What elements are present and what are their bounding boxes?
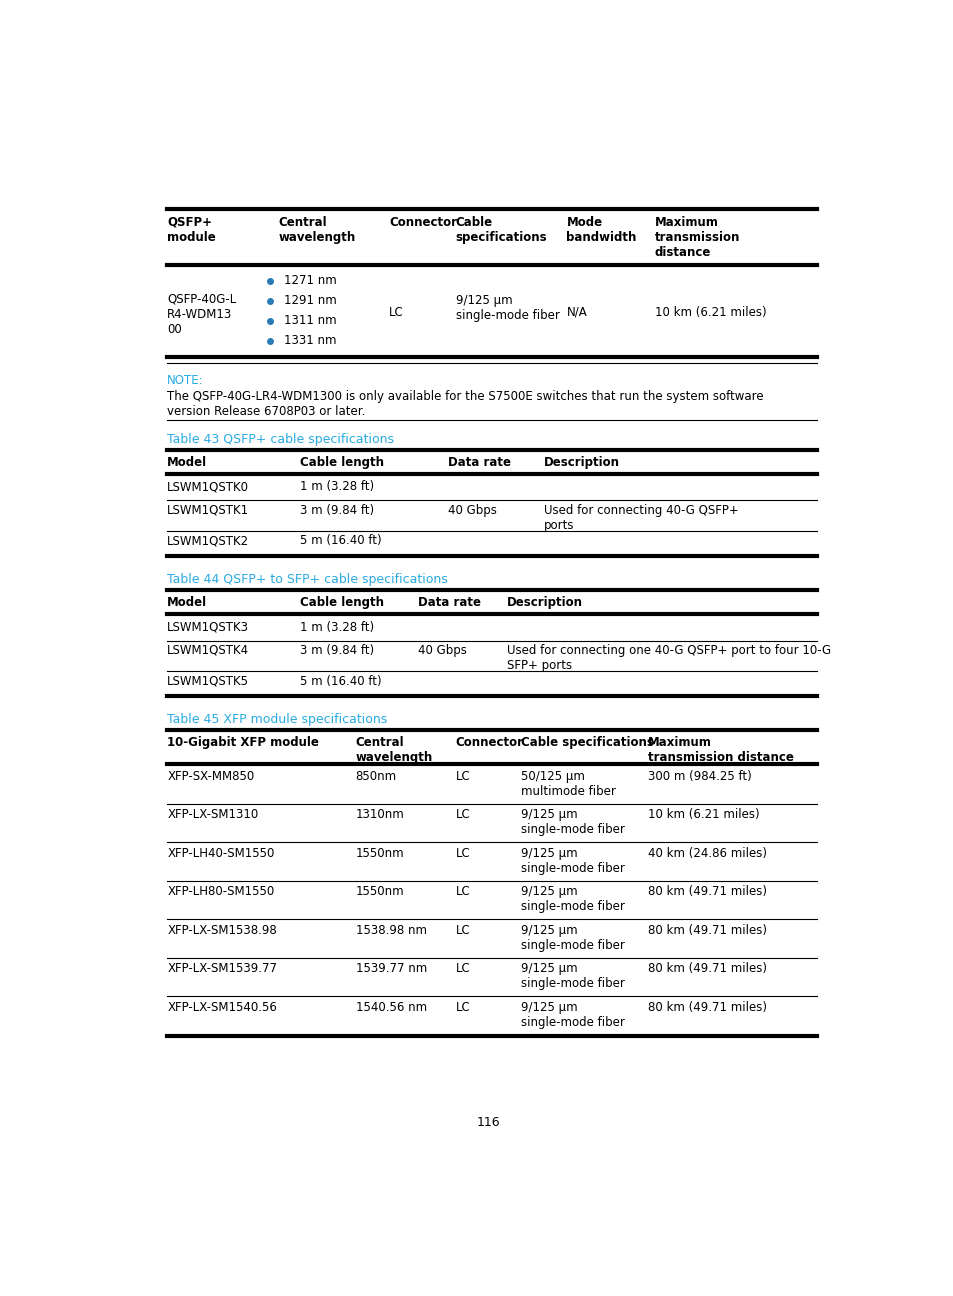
Text: 10 km (6.21 miles): 10 km (6.21 miles): [647, 809, 759, 822]
Text: XFP-LX-SM1538.98: XFP-LX-SM1538.98: [167, 924, 276, 937]
Text: 1 m (3.28 ft): 1 m (3.28 ft): [299, 621, 374, 634]
Text: 1291 nm: 1291 nm: [284, 294, 336, 307]
Text: 1310nm: 1310nm: [355, 809, 404, 822]
Text: 1311 nm: 1311 nm: [284, 314, 336, 327]
Text: 1550nm: 1550nm: [355, 848, 404, 861]
Text: LSWM1QSTK5: LSWM1QSTK5: [167, 674, 249, 687]
Text: 850nm: 850nm: [355, 770, 396, 783]
Text: Cable
specifications: Cable specifications: [456, 215, 547, 244]
Text: XFP-LX-SM1539.77: XFP-LX-SM1539.77: [167, 963, 277, 976]
Text: XFP-SX-MM850: XFP-SX-MM850: [167, 770, 254, 783]
Text: 1539.77 nm: 1539.77 nm: [355, 963, 426, 976]
Text: 80 km (49.71 miles): 80 km (49.71 miles): [647, 963, 766, 976]
Text: Connector: Connector: [389, 215, 456, 228]
Text: 1538.98 nm: 1538.98 nm: [355, 924, 426, 937]
Text: 9/125 μm
single-mode fiber: 9/125 μm single-mode fiber: [456, 294, 558, 323]
Text: LC: LC: [456, 770, 470, 783]
Text: 5 m (16.40 ft): 5 m (16.40 ft): [299, 674, 381, 687]
Text: 80 km (49.71 miles): 80 km (49.71 miles): [647, 1001, 766, 1013]
Text: 1271 nm: 1271 nm: [284, 273, 336, 288]
Text: NOTE:: NOTE:: [167, 375, 204, 388]
Text: XFP-LH40-SM1550: XFP-LH40-SM1550: [167, 848, 274, 861]
Text: LSWM1QSTK1: LSWM1QSTK1: [167, 504, 249, 517]
Text: Mode
bandwidth: Mode bandwidth: [566, 215, 637, 244]
Text: 3 m (9.84 ft): 3 m (9.84 ft): [299, 504, 374, 517]
Text: 1331 nm: 1331 nm: [284, 334, 336, 347]
Text: LSWM1QSTK2: LSWM1QSTK2: [167, 534, 249, 547]
Text: LC: LC: [456, 848, 470, 861]
Text: Cable specifications: Cable specifications: [521, 736, 654, 749]
Text: 9/125 μm
single-mode fiber: 9/125 μm single-mode fiber: [521, 1001, 625, 1029]
Text: Connector: Connector: [456, 736, 523, 749]
Text: Description: Description: [506, 596, 582, 609]
Text: Used for connecting one 40-G QSFP+ port to four 10-G
SFP+ ports: Used for connecting one 40-G QSFP+ port …: [506, 644, 830, 671]
Text: 1540.56 nm: 1540.56 nm: [355, 1001, 426, 1013]
Text: 9/125 μm
single-mode fiber: 9/125 μm single-mode fiber: [521, 963, 625, 990]
Text: Data rate: Data rate: [447, 456, 510, 469]
Text: Cable length: Cable length: [299, 596, 383, 609]
Text: 3 m (9.84 ft): 3 m (9.84 ft): [299, 644, 374, 657]
Text: 80 km (49.71 miles): 80 km (49.71 miles): [647, 924, 766, 937]
Text: QSFP+
module: QSFP+ module: [167, 215, 215, 244]
Text: 9/125 μm
single-mode fiber: 9/125 μm single-mode fiber: [521, 885, 625, 914]
Text: 40 Gbps: 40 Gbps: [418, 644, 467, 657]
Text: 5 m (16.40 ft): 5 m (16.40 ft): [299, 534, 381, 547]
Text: Cable length: Cable length: [299, 456, 383, 469]
Text: 40 km (24.86 miles): 40 km (24.86 miles): [647, 848, 766, 861]
Text: XFP-LH80-SM1550: XFP-LH80-SM1550: [167, 885, 274, 898]
Text: LC: LC: [456, 963, 470, 976]
Text: 10 km (6.21 miles): 10 km (6.21 miles): [654, 306, 765, 319]
Text: Central
wavelength: Central wavelength: [278, 215, 355, 244]
Text: Maximum
transmission distance: Maximum transmission distance: [647, 736, 793, 765]
Text: LC: LC: [456, 1001, 470, 1013]
Text: LC: LC: [389, 306, 403, 319]
Text: Model: Model: [167, 596, 207, 609]
Text: LSWM1QSTK4: LSWM1QSTK4: [167, 644, 249, 657]
Text: 1550nm: 1550nm: [355, 885, 404, 898]
Text: 9/125 μm
single-mode fiber: 9/125 μm single-mode fiber: [521, 809, 625, 836]
Text: LC: LC: [456, 885, 470, 898]
Text: 1 m (3.28 ft): 1 m (3.28 ft): [299, 481, 374, 494]
Text: 40 Gbps: 40 Gbps: [447, 504, 497, 517]
Text: LC: LC: [456, 809, 470, 822]
Text: 9/125 μm
single-mode fiber: 9/125 μm single-mode fiber: [521, 924, 625, 953]
Text: QSFP-40G-L
R4-WDM13
00: QSFP-40G-L R4-WDM13 00: [167, 293, 236, 336]
Text: 50/125 μm
multimode fiber: 50/125 μm multimode fiber: [521, 770, 616, 798]
Text: Maximum
transmission
distance: Maximum transmission distance: [654, 215, 740, 259]
Text: Description: Description: [543, 456, 619, 469]
Text: Used for connecting 40-G QSFP+
ports: Used for connecting 40-G QSFP+ ports: [543, 504, 738, 531]
Text: The QSFP-40G-LR4-WDM1300 is only available for the S7500E switches that run the : The QSFP-40G-LR4-WDM1300 is only availab…: [167, 390, 763, 417]
Text: Central
wavelength: Central wavelength: [355, 736, 433, 765]
Text: Table 45 XFP module specifications: Table 45 XFP module specifications: [167, 713, 387, 726]
Text: LSWM1QSTK0: LSWM1QSTK0: [167, 481, 249, 494]
Text: LSWM1QSTK3: LSWM1QSTK3: [167, 621, 249, 634]
Text: 300 m (984.25 ft): 300 m (984.25 ft): [647, 770, 751, 783]
Text: Model: Model: [167, 456, 207, 469]
Text: 9/125 μm
single-mode fiber: 9/125 μm single-mode fiber: [521, 848, 625, 875]
Text: 10-Gigabit XFP module: 10-Gigabit XFP module: [167, 736, 319, 749]
Text: N/A: N/A: [566, 306, 586, 319]
Text: 116: 116: [476, 1116, 500, 1130]
Text: XFP-LX-SM1540.56: XFP-LX-SM1540.56: [167, 1001, 277, 1013]
Text: XFP-LX-SM1310: XFP-LX-SM1310: [167, 809, 258, 822]
Text: 80 km (49.71 miles): 80 km (49.71 miles): [647, 885, 766, 898]
Text: LC: LC: [456, 924, 470, 937]
Text: Data rate: Data rate: [418, 596, 481, 609]
Text: Table 44 QSFP+ to SFP+ cable specifications: Table 44 QSFP+ to SFP+ cable specificati…: [167, 573, 448, 586]
Text: Table 43 QSFP+ cable specifications: Table 43 QSFP+ cable specifications: [167, 433, 394, 446]
